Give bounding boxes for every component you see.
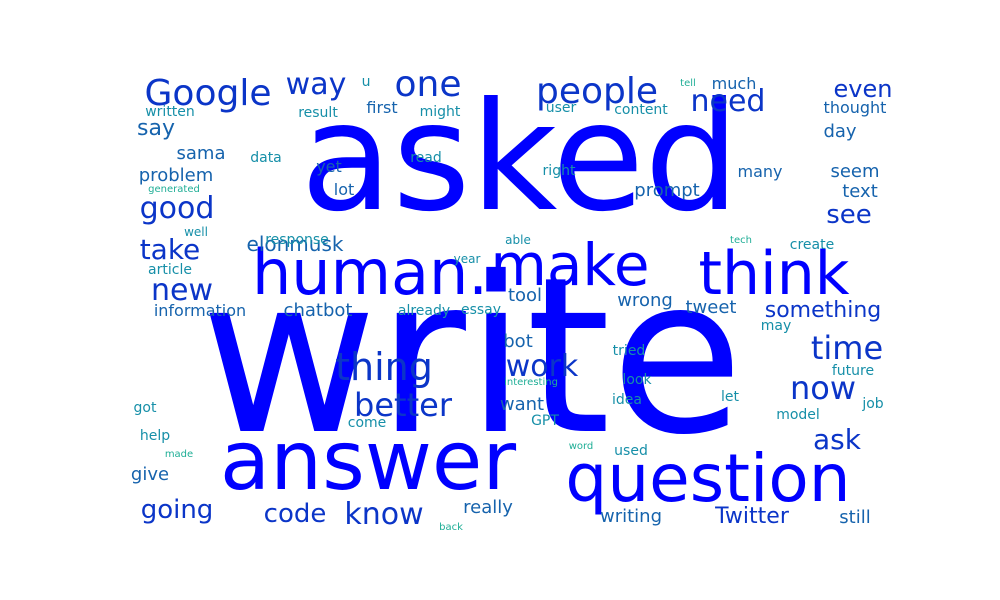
word-seem: seem [830, 161, 880, 182]
word-writing: writing [599, 506, 663, 527]
word-many: many [737, 162, 783, 181]
word-look: look [622, 372, 652, 388]
word-ask: ask [813, 423, 861, 456]
word-tell: tell [680, 78, 696, 89]
word-tried: tried [612, 343, 646, 359]
word-one: one [394, 64, 462, 105]
word-still: still [839, 507, 871, 528]
word-gpt: GPT [531, 413, 559, 429]
word-tool: tool [507, 285, 543, 306]
word-chatbot: chatbot [283, 300, 353, 321]
word-u: u [361, 74, 371, 90]
word-people: people [535, 71, 659, 112]
word-need: need [690, 84, 766, 119]
word-day: day [823, 121, 857, 142]
word-something: something [764, 298, 882, 323]
word-thought: thought [823, 98, 887, 117]
word-asked: asked [300, 71, 740, 245]
word-data: data [250, 150, 282, 166]
word-year: year [453, 252, 481, 266]
word-take: take [139, 233, 201, 266]
word-give: give [130, 464, 170, 485]
word-come: come [347, 415, 387, 431]
word-good: good [139, 191, 215, 226]
word-text: text [842, 181, 878, 202]
word-read: read [410, 150, 442, 166]
word-result: result [298, 105, 338, 121]
word-now: now [789, 369, 857, 407]
word-word: word [568, 441, 594, 452]
word-might: might [419, 104, 461, 120]
word-much: much [711, 74, 757, 93]
word-new: new [150, 273, 214, 308]
word-going: going [140, 495, 214, 525]
word-see: see [826, 200, 872, 230]
word-work: work [505, 349, 579, 384]
word-response: response [265, 232, 329, 248]
word-really: really [463, 497, 513, 518]
word-user: user [545, 100, 577, 116]
word-model: model [776, 407, 820, 423]
word-know: know [344, 497, 424, 532]
word-lot: lot [333, 180, 355, 199]
word-even: even [833, 75, 893, 103]
word-wrong: wrong [617, 290, 673, 311]
word-got: got [133, 400, 157, 416]
word-made: made [164, 449, 194, 460]
word-essay: essay [460, 302, 502, 318]
word-elonmusk: elonmusk [246, 232, 344, 256]
word-say: say [137, 116, 175, 141]
word-answer: answer [219, 414, 517, 509]
word-help: help [139, 428, 171, 444]
word-problem: problem [138, 165, 214, 186]
word-time: time [810, 329, 884, 367]
word-back: back [439, 522, 463, 533]
word-information: information [153, 301, 247, 320]
word-article: article [148, 262, 192, 278]
word-right: right [542, 163, 576, 179]
word-job: job [862, 396, 884, 412]
word-already: already [397, 303, 451, 319]
word-generated: generated [148, 184, 200, 195]
word-question: question [565, 440, 851, 517]
word-used: used [614, 443, 648, 459]
word-well: well [184, 225, 208, 239]
word-make: make [490, 231, 650, 299]
word-prompt: prompt [634, 180, 700, 201]
word-human: human. [252, 236, 488, 309]
word-tech: tech [730, 235, 752, 246]
word-content: content [614, 102, 668, 118]
word-tweet: tweet [685, 297, 737, 318]
word-idea: idea [612, 392, 642, 408]
word-interesting: interesting [504, 377, 558, 388]
word-able: able [505, 233, 531, 247]
word-code: code [263, 499, 327, 529]
word-think: think [698, 239, 850, 309]
word-way: way [285, 67, 347, 102]
word-twitter: Twitter [715, 504, 789, 529]
word-better: better [354, 386, 452, 424]
word-want: want [499, 394, 545, 415]
word-first: first [366, 98, 398, 117]
word-sama: sama [176, 143, 226, 164]
word-future: future [831, 363, 875, 379]
word-yet: yet [316, 157, 342, 176]
word-thing: thing [335, 345, 433, 389]
word-let: let [721, 389, 739, 405]
word-create: create [789, 237, 835, 253]
word-google: Google [144, 73, 272, 114]
word-bot: bot [503, 331, 533, 352]
word-write: write [200, 231, 744, 482]
word-written: written [145, 104, 195, 120]
word-may: may [760, 318, 792, 334]
